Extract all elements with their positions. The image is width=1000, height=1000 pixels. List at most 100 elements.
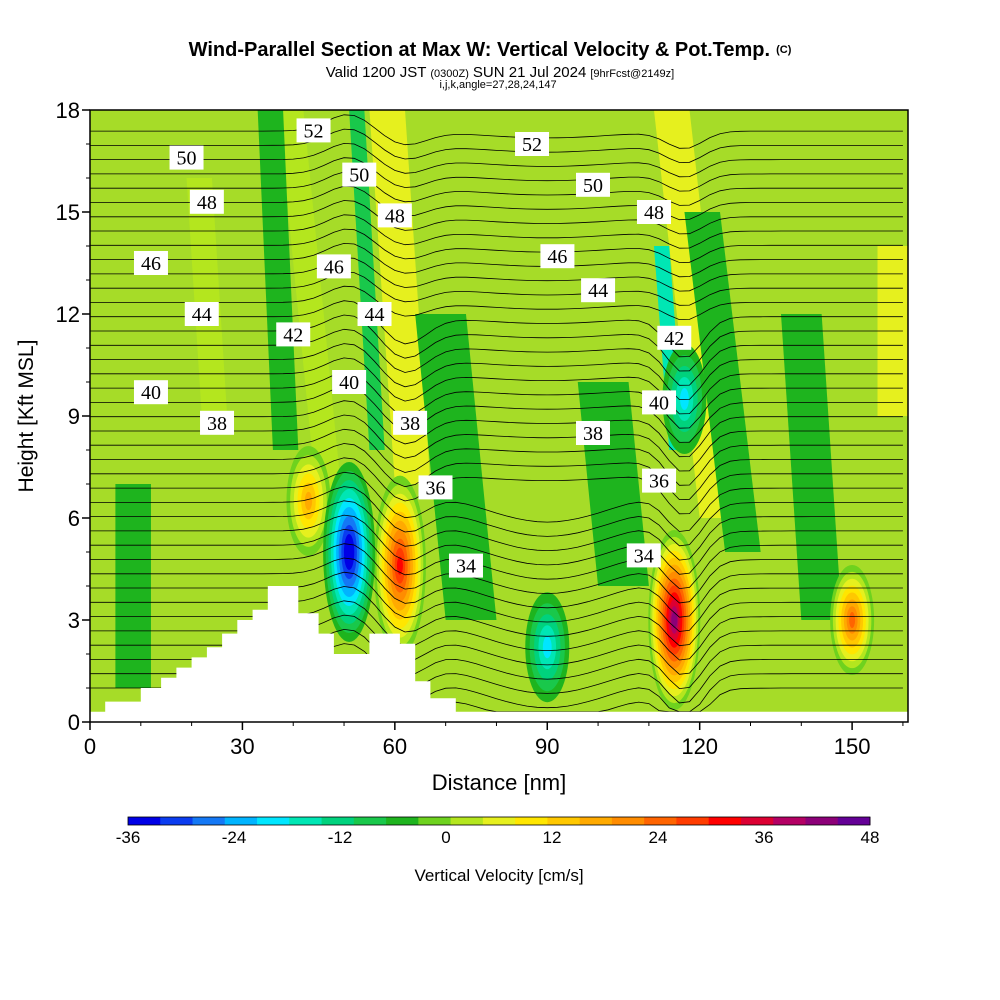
theta-label-48: 48 bbox=[636, 200, 671, 224]
theta-contour-line bbox=[90, 228, 903, 263]
y-tick-label: 15 bbox=[56, 200, 80, 225]
theta-label-text: 48 bbox=[644, 202, 664, 224]
theta-contour-line bbox=[90, 385, 903, 443]
velocity-streak-7 bbox=[257, 110, 299, 450]
colorbar-swatch bbox=[418, 817, 452, 825]
y-tick-label: 3 bbox=[68, 608, 80, 633]
theta-label-40: 40 bbox=[642, 390, 677, 415]
terrain bbox=[90, 586, 908, 722]
theta-contour-line bbox=[90, 571, 903, 632]
x-axis: 0 30 60 90 120 150 bbox=[84, 722, 904, 759]
theta-label-text: 40 bbox=[339, 372, 359, 394]
theta-contour-line bbox=[90, 114, 903, 149]
theta-label-44: 44 bbox=[357, 302, 392, 326]
theta-label-40: 40 bbox=[332, 370, 367, 394]
theta-label-text: 48 bbox=[197, 192, 217, 214]
colorbar-tick-label: 48 bbox=[861, 828, 880, 847]
x-tick-label: 30 bbox=[230, 734, 254, 759]
theta-label-text: 46 bbox=[141, 253, 161, 275]
theta-label-text: 42 bbox=[664, 328, 684, 350]
x-tick-label: 120 bbox=[681, 734, 718, 759]
y-tick-label: 0 bbox=[68, 710, 80, 735]
y-tick-label: 9 bbox=[68, 404, 80, 429]
velocity-streak-5 bbox=[684, 212, 761, 552]
velocity-streak-8 bbox=[415, 314, 497, 620]
theta-label-text: 38 bbox=[583, 423, 603, 445]
theta-label-48: 48 bbox=[377, 203, 412, 228]
velocity-core-5-ring-4 bbox=[542, 636, 552, 659]
theta-contour-line bbox=[90, 285, 903, 321]
colorbar-swatch bbox=[773, 817, 806, 825]
theta-contour-line bbox=[90, 200, 903, 235]
theta-contour-line bbox=[90, 314, 903, 372]
y-tick-label: 18 bbox=[56, 98, 80, 123]
velocity-streak-0 bbox=[277, 110, 345, 518]
colorbar-swatch bbox=[579, 817, 613, 825]
chart-subtitle: Valid 1200 JST (0300Z) SUN 21 Jul 2024 [9hr… bbox=[326, 64, 675, 81]
chart-subtitle-2: i,j,k,angle=27,28,24,147 bbox=[439, 79, 556, 91]
theta-label-text: 44 bbox=[588, 280, 608, 302]
colorbar-swatch bbox=[386, 817, 419, 825]
theta-contour-line bbox=[90, 486, 903, 547]
colorbar-tick-label: 36 bbox=[755, 828, 774, 847]
x-tick-label: 60 bbox=[383, 734, 407, 759]
colorbar-swatch bbox=[611, 817, 645, 825]
velocity-core-1-ring-12 bbox=[671, 612, 678, 628]
colorbar-swatch bbox=[192, 817, 226, 825]
theta-label-36: 36 bbox=[418, 475, 453, 500]
theta-contour-line bbox=[90, 443, 903, 501]
theta-label-46: 46 bbox=[316, 254, 351, 279]
y-axis-label: Height [Kft MSL] bbox=[15, 340, 38, 493]
theta-label-52: 52 bbox=[296, 118, 331, 143]
colorbar-tick-label: 24 bbox=[649, 828, 668, 847]
colorbar-swatch bbox=[676, 817, 710, 825]
theta-contour-line bbox=[90, 300, 903, 358]
theta-contour-line bbox=[90, 514, 903, 575]
colorbar-swatch bbox=[805, 817, 839, 825]
theta-contour-line bbox=[90, 428, 903, 486]
theta-contour-line bbox=[90, 471, 903, 532]
theta-label-46: 46 bbox=[133, 251, 168, 275]
colorbar-tick-label: -36 bbox=[116, 828, 141, 847]
velocity-core-2-ring-7 bbox=[849, 612, 856, 628]
colorbar-swatch bbox=[837, 817, 871, 825]
x-tick-label: 90 bbox=[535, 734, 559, 759]
theta-contour-line bbox=[90, 500, 903, 561]
theta-contour-line bbox=[90, 614, 903, 675]
y-tick-label: 6 bbox=[68, 506, 80, 531]
theta-label-text: 38 bbox=[207, 413, 227, 435]
theta-label-38: 38 bbox=[393, 410, 428, 435]
theta-contour-line bbox=[90, 457, 903, 515]
theta-contour-line bbox=[90, 557, 903, 618]
theta-contour-line bbox=[90, 586, 903, 647]
theta-label-text: 42 bbox=[283, 324, 303, 346]
theta-label-text: 52 bbox=[522, 134, 542, 156]
theta-contour-line bbox=[90, 357, 903, 415]
velocity-streak-11 bbox=[115, 484, 151, 688]
theta-label-44: 44 bbox=[581, 278, 616, 303]
colorbar-swatch bbox=[224, 817, 258, 825]
theta-label-40: 40 bbox=[133, 380, 168, 405]
velocity-core-4-ring-9 bbox=[346, 543, 353, 561]
theta-label-text: 34 bbox=[456, 556, 476, 578]
theta-label-text: 46 bbox=[324, 256, 344, 278]
theta-contour-line bbox=[90, 328, 903, 386]
colorbar-tick-label: 12 bbox=[543, 828, 562, 847]
theta-contour-line bbox=[90, 171, 903, 206]
velocity-streak-2 bbox=[349, 110, 385, 450]
theta-label-34: 34 bbox=[626, 543, 661, 568]
colorbar-swatch bbox=[482, 817, 516, 825]
theta-label-50: 50 bbox=[575, 172, 610, 197]
theta-contour-line bbox=[90, 528, 903, 590]
colorbar-swatch bbox=[740, 817, 774, 825]
velocity-core-6-ring-4 bbox=[680, 388, 689, 410]
theta-label-text: 36 bbox=[649, 471, 669, 493]
chart-title: Wind-Parallel Section at Max W: Vertical… bbox=[189, 39, 792, 61]
colorbar-swatch bbox=[547, 817, 581, 825]
x-axis-label: Distance [nm] bbox=[432, 770, 567, 795]
theta-label-34: 34 bbox=[448, 553, 483, 578]
colorbar-swatch bbox=[353, 817, 387, 825]
colorbar-swatch bbox=[160, 817, 194, 825]
colorbar-tick-label: -24 bbox=[222, 828, 247, 847]
